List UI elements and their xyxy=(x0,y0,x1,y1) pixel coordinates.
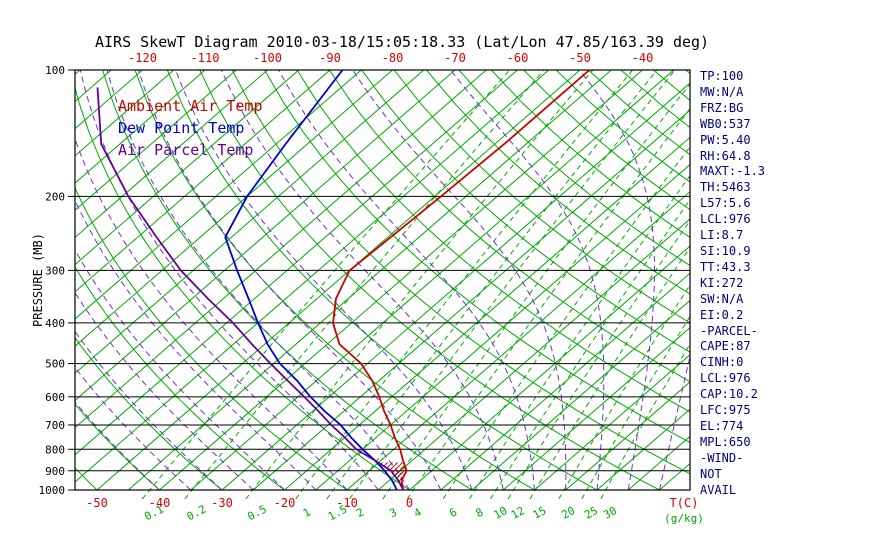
isotherm-lines xyxy=(75,70,690,490)
pressure-tick-label: 600 xyxy=(45,391,65,404)
mixing-ratio-label: 20 xyxy=(559,504,577,522)
chart-title: AIRS SkewT Diagram 2010-03-18/15:05:18.3… xyxy=(95,33,710,51)
index-readout: RH:64.8 xyxy=(700,148,751,163)
top-temp-tick-label: -90 xyxy=(319,51,341,65)
index-readout: MPL:650 xyxy=(700,434,751,449)
mixing-ratio-label: 3 xyxy=(387,506,399,521)
pressure-tick-label: 900 xyxy=(45,465,65,478)
pressure-tick-label: 500 xyxy=(45,358,65,371)
pressure-tick-label: 300 xyxy=(45,264,65,277)
index-readout: L57:5.6 xyxy=(700,196,751,211)
index-readout: LCL:976 xyxy=(700,371,751,386)
cap-hatch-area xyxy=(378,462,407,490)
top-temp-tick-label: -80 xyxy=(382,51,404,65)
plot-border xyxy=(74,69,691,491)
mixing-ratio-unit-label: (g/kg) xyxy=(664,512,704,525)
pressure-tick-label: 200 xyxy=(45,190,65,203)
index-readout: AVAIL xyxy=(700,482,737,497)
index-readout: MW:N/A xyxy=(700,84,744,99)
legend-ambient-temp: Ambient Air Temp xyxy=(118,97,263,115)
ambient-temp-curve xyxy=(332,70,590,490)
pressure-axis-title: PRESSURE (MB) xyxy=(31,233,45,327)
pressure-tick-label: 800 xyxy=(45,443,65,456)
index-readout: WB0:537 xyxy=(700,116,751,131)
index-readout: TP:100 xyxy=(700,69,744,83)
pressure-tick-label: 400 xyxy=(45,317,65,330)
bottom-temp-tick-label: -50 xyxy=(86,496,108,510)
index-readout: LI:8.7 xyxy=(700,228,744,243)
top-temp-tick-label: -110 xyxy=(191,51,220,65)
index-readout: KI:272 xyxy=(700,275,744,290)
pressure-tick-label: 1000 xyxy=(39,484,66,497)
index-readout: PW:5.40 xyxy=(700,132,751,147)
index-readout: EI:0.2 xyxy=(700,307,744,322)
mixing-ratio-label: 30 xyxy=(601,504,619,522)
index-readout: TT:43.3 xyxy=(700,259,751,274)
bottom-temp-tick-label: -40 xyxy=(149,496,171,510)
mixing-ratio-lines xyxy=(141,70,690,500)
pressure-tick-label: 700 xyxy=(45,419,65,432)
mixing-ratio-label: 0.2 xyxy=(185,503,209,524)
dry-adiabat-lines xyxy=(75,70,690,490)
mixing-ratio-label: 15 xyxy=(531,504,549,522)
mixing-ratio-label: 0.5 xyxy=(245,503,269,524)
bottom-temp-tick-label: 0 xyxy=(406,496,413,510)
index-readout: LFC:975 xyxy=(700,403,751,418)
legend: Ambient Air Temp Dew Point Temp Air Parc… xyxy=(118,95,263,161)
top-temp-tick-label: -120 xyxy=(128,51,157,65)
index-readout: CAP:10.2 xyxy=(700,387,758,402)
index-readout: TH:5463 xyxy=(700,180,751,195)
index-readout: NOT xyxy=(700,466,722,481)
index-readout: CINH:0 xyxy=(700,355,744,370)
mixing-ratio-label: 25 xyxy=(582,504,600,522)
legend-dew-point: Dew Point Temp xyxy=(118,119,245,137)
bottom-temp-tick-label: -30 xyxy=(211,496,233,510)
mixing-ratio-label: 2 xyxy=(354,506,366,521)
legend-air-parcel: Air Parcel Temp xyxy=(118,141,254,159)
mixing-ratio-label: 10 xyxy=(492,504,510,522)
temp-axis-title: T(C) xyxy=(670,496,699,510)
index-readout: EL:774 xyxy=(700,418,744,433)
indices-panel: TP:100 MW:N/A FRZ:BG WB0:537 PW:5.40 RH:64.8 M… xyxy=(700,69,765,498)
top-temp-tick-label: -70 xyxy=(444,51,466,65)
moist-adiabat-lines xyxy=(75,70,690,490)
index-readout: LCL:976 xyxy=(700,212,751,227)
top-temp-tick-label: -40 xyxy=(632,51,654,65)
top-temp-tick-label: -60 xyxy=(507,51,529,65)
top-temp-tick-label: -50 xyxy=(569,51,591,65)
parcel-temp-curve xyxy=(96,87,405,490)
index-readout: FRZ:BG xyxy=(700,100,744,115)
bottom-temp-tick-label: -10 xyxy=(336,496,358,510)
index-readout: MAXT:-1.3 xyxy=(700,164,766,179)
mixing-ratio-label: 8 xyxy=(474,506,486,521)
mixing-ratio-label: 6 xyxy=(447,506,459,521)
index-readout: -PARCEL- xyxy=(700,323,758,338)
pressure-tick-label: 100 xyxy=(45,64,65,77)
index-readout: CAPE:87 xyxy=(700,339,751,354)
bottom-temp-tick-label: -20 xyxy=(274,496,296,510)
mixing-ratio-label: 1 xyxy=(301,506,313,521)
mixing-ratio-label: 12 xyxy=(509,504,527,522)
mixing-ratio-label: 4 xyxy=(412,505,424,520)
index-readout: SW:N/A xyxy=(700,291,744,306)
top-temp-tick-label: -100 xyxy=(253,51,282,65)
index-readout: -WIND- xyxy=(700,450,744,465)
index-readout: SI:10.9 xyxy=(700,243,751,258)
